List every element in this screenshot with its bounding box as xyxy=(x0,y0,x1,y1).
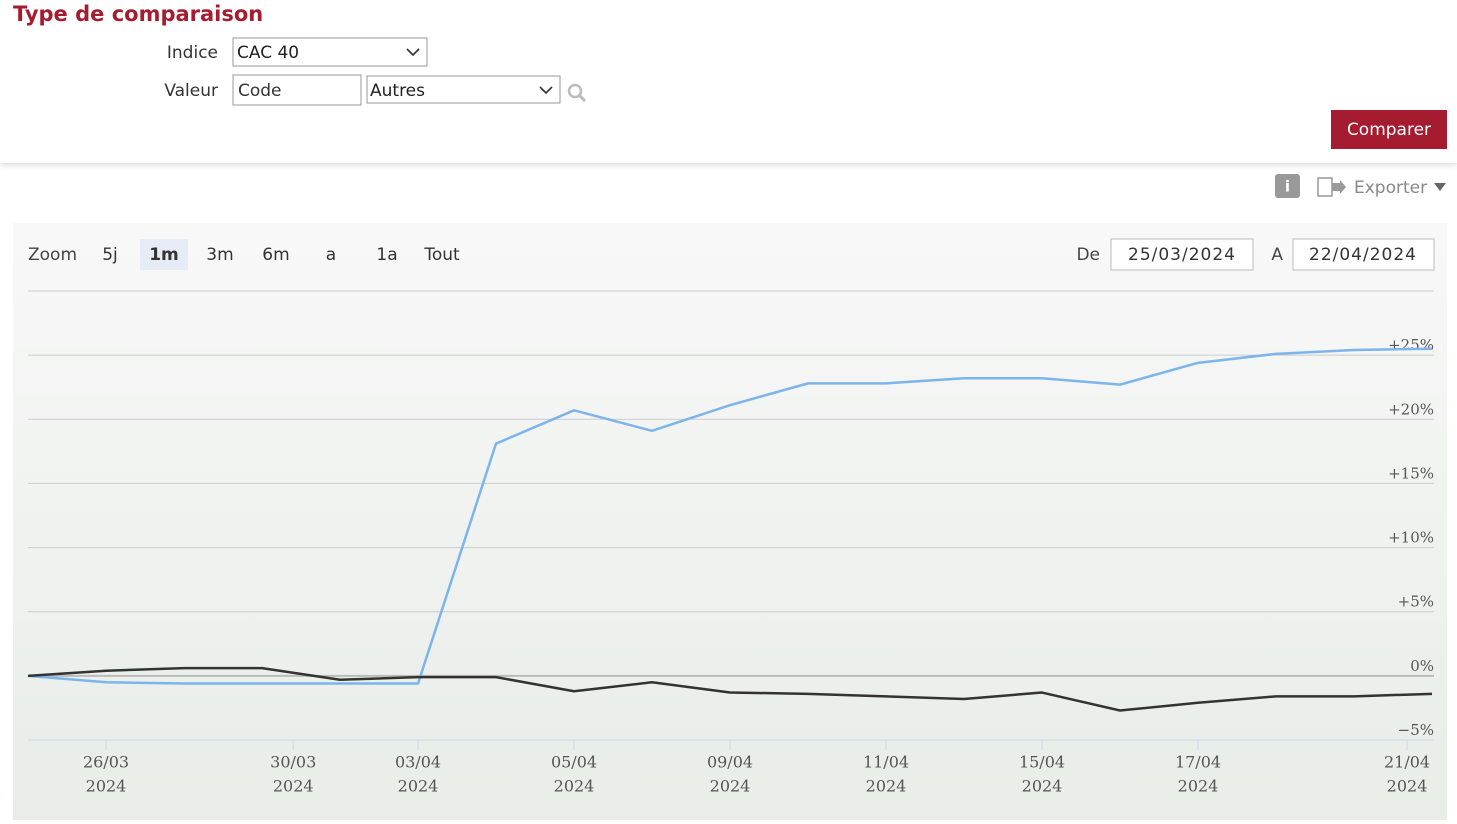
to-label: A xyxy=(1271,245,1283,265)
zoom-button[interactable]: 1m xyxy=(149,245,179,265)
zoom-button[interactable]: a xyxy=(326,245,336,265)
from-label: De xyxy=(1076,245,1100,265)
zoom-button[interactable]: 3m xyxy=(206,245,233,265)
to-value: 22/04/2024 xyxy=(1309,245,1417,265)
compare-label: Comparer xyxy=(1347,120,1431,140)
other-select[interactable] xyxy=(366,75,561,104)
y-tick-label: 0% xyxy=(1410,657,1434,675)
x-tick-year: 2024 xyxy=(554,777,595,796)
x-tick-label: 30/03 xyxy=(270,753,316,772)
x-tick-year: 2024 xyxy=(86,777,127,796)
x-tick-label: 26/03 xyxy=(83,753,129,772)
zoom-button[interactable]: 5j xyxy=(102,245,118,265)
export-label[interactable]: Exporter xyxy=(1354,178,1427,198)
y-tick-label: −5% xyxy=(1398,721,1434,739)
chevron xyxy=(539,86,553,95)
zoom-button[interactable]: 6m xyxy=(262,245,289,265)
y-tick-label: +20% xyxy=(1388,400,1434,418)
form-title: Type de comparaison xyxy=(13,2,263,26)
x-tick-label: 05/04 xyxy=(551,753,597,772)
x-tick-year: 2024 xyxy=(1387,777,1428,796)
from-value: 25/03/2024 xyxy=(1128,245,1236,265)
x-tick-year: 2024 xyxy=(866,777,907,796)
code-placeholder: Code xyxy=(238,81,282,101)
info-i: i xyxy=(1285,178,1290,196)
y-tick-label: +15% xyxy=(1388,464,1434,482)
to-input[interactable] xyxy=(1292,238,1435,271)
x-tick-label: 15/04 xyxy=(1019,753,1065,772)
from-input[interactable] xyxy=(1110,238,1254,271)
x-tick-year: 2024 xyxy=(1022,777,1063,796)
x-tick-label: 11/04 xyxy=(863,753,909,772)
search-icon[interactable] xyxy=(567,83,587,103)
series-line xyxy=(27,666,1433,712)
x-tick-year: 2024 xyxy=(398,777,439,796)
y-tick-label: +10% xyxy=(1388,529,1434,547)
zoom-button[interactable]: Tout xyxy=(423,245,460,265)
info-icon[interactable] xyxy=(1275,174,1300,198)
zoom-button[interactable]: 1a xyxy=(376,245,397,265)
index-label: Indice xyxy=(167,43,218,63)
x-tick-label: 17/04 xyxy=(1175,753,1221,772)
chevron xyxy=(406,48,420,57)
x-tick-label: 03/04 xyxy=(395,753,441,772)
index-select[interactable] xyxy=(232,37,428,67)
code-input[interactable] xyxy=(232,74,362,106)
x-tick-year: 2024 xyxy=(273,777,314,796)
x-tick-year: 2024 xyxy=(1178,777,1219,796)
zoom-button-bg[interactable] xyxy=(140,239,188,270)
compare-button[interactable] xyxy=(1331,110,1447,149)
x-tick-label: 21/04 xyxy=(1384,753,1430,772)
other-value: Autres xyxy=(370,81,425,101)
export-icon[interactable] xyxy=(1317,177,1346,197)
x-tick-label: 09/04 xyxy=(707,753,753,772)
series-line xyxy=(27,347,1433,685)
index-value: CAC 40 xyxy=(237,43,299,63)
zoom-label: Zoom xyxy=(28,245,77,265)
x-tick-year: 2024 xyxy=(710,777,751,796)
y-tick-label: +5% xyxy=(1398,593,1434,611)
export-caret xyxy=(1434,183,1446,191)
y-tick-label: +25% xyxy=(1388,336,1434,354)
value-label: Valeur xyxy=(164,81,218,101)
chart-area xyxy=(13,223,1447,820)
